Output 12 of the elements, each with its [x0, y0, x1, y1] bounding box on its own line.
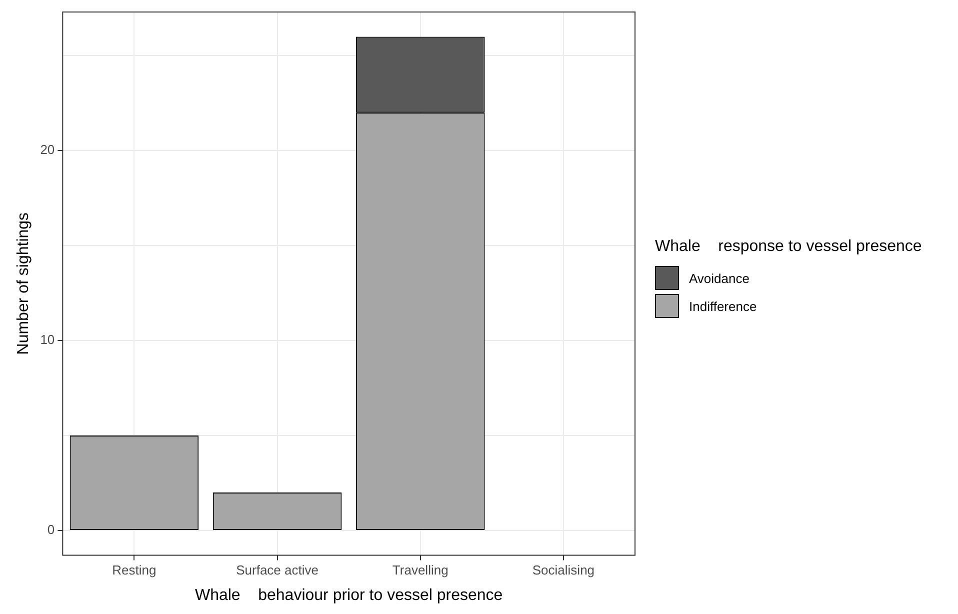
legend-label: Avoidance: [689, 270, 750, 286]
y-tick-label: 10: [40, 332, 55, 348]
y-tick-label: 0: [47, 522, 55, 538]
legend-label: Indifference: [689, 298, 757, 314]
y-axis-title: Number of sightings: [15, 212, 32, 355]
x-tick-label: Surface active: [236, 562, 318, 578]
y-tick-label: 20: [40, 142, 55, 158]
x-axis-title: Whale behaviour prior to vessel presence: [194, 586, 503, 604]
x-tick-label: Socialising: [532, 562, 595, 578]
x-tick-label: Resting: [112, 562, 156, 578]
legend-title: Whale response to vessel presence: [655, 238, 922, 256]
x-tick-label: Travelling: [392, 562, 448, 578]
